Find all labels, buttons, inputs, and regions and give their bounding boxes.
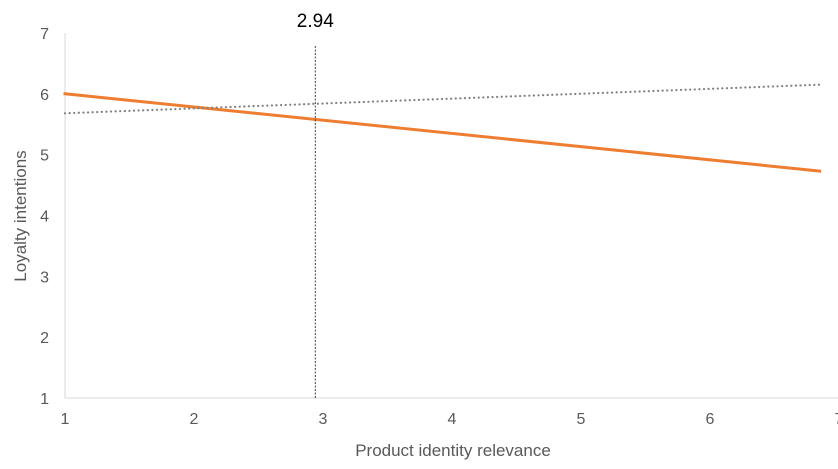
x-axis-title: Product identity relevance — [355, 441, 551, 460]
y-tick-label: 1 — [40, 391, 49, 408]
y-axis-title: Loyalty intentions — [11, 150, 30, 281]
x-tick-label: 3 — [319, 411, 328, 428]
x-tick-label: 1 — [61, 411, 70, 428]
tick-layer: 1 2 3 4 5 6 7 1 2 3 4 5 6 7 — [40, 26, 838, 428]
x-tick-label: 6 — [706, 411, 715, 428]
y-tick-label: 4 — [40, 209, 49, 226]
annotation-layer: 2.94 — [297, 11, 334, 398]
y-tick-label: 5 — [40, 148, 49, 165]
y-tick-label: 3 — [40, 269, 49, 286]
x-tick-label: 7 — [835, 411, 838, 428]
x-tick-label: 4 — [448, 411, 457, 428]
series-layer — [63, 83, 822, 173]
y-tick-label: 2 — [40, 330, 49, 347]
reference-line-label: 2.94 — [297, 11, 334, 32]
x-tick-label: 2 — [190, 411, 199, 428]
series-line-solid — [63, 92, 822, 173]
y-tick-label: 7 — [40, 26, 49, 43]
series-line-dotted — [63, 83, 821, 115]
x-tick-label: 5 — [577, 411, 586, 428]
y-tick-label: 6 — [40, 87, 49, 104]
